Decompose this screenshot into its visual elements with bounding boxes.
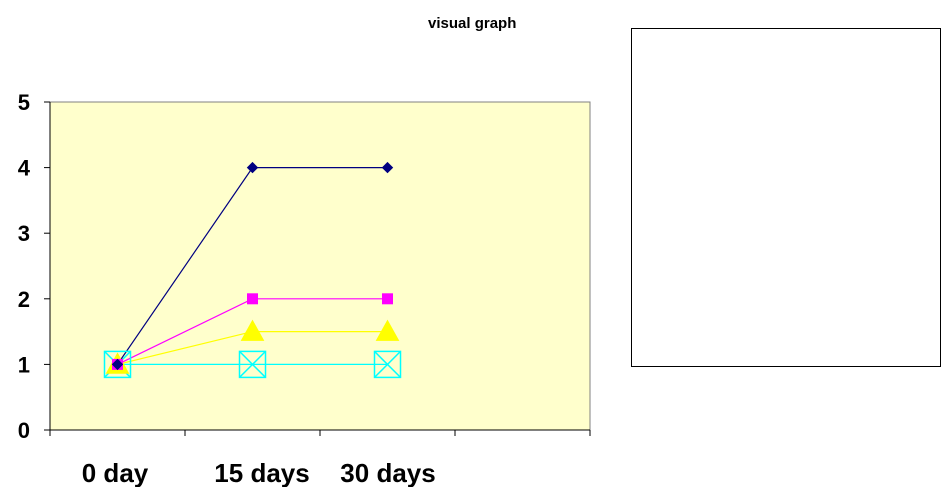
y-tick-label: 2 xyxy=(18,287,30,312)
data-point xyxy=(246,161,259,174)
x-tick-label: 15 days xyxy=(214,458,309,487)
chart-title: visual graph xyxy=(428,15,517,32)
data-point xyxy=(111,358,124,371)
data-point xyxy=(382,293,393,305)
data-point xyxy=(240,319,265,341)
data-point xyxy=(373,350,402,379)
y-tick-label: 0 xyxy=(18,418,30,443)
y-tick-label: 5 xyxy=(18,90,30,115)
data-point xyxy=(381,161,394,174)
x-tick-label: 30 days xyxy=(340,458,435,487)
data-point xyxy=(247,293,258,305)
data-point xyxy=(238,350,267,379)
plot-area xyxy=(49,101,591,431)
legend xyxy=(631,28,941,367)
data-point xyxy=(375,319,400,341)
y-tick-label: 1 xyxy=(18,352,30,377)
y-tick-label: 3 xyxy=(18,221,30,246)
x-tick-label: 0 day xyxy=(82,458,149,487)
y-tick-label: 4 xyxy=(18,156,31,181)
